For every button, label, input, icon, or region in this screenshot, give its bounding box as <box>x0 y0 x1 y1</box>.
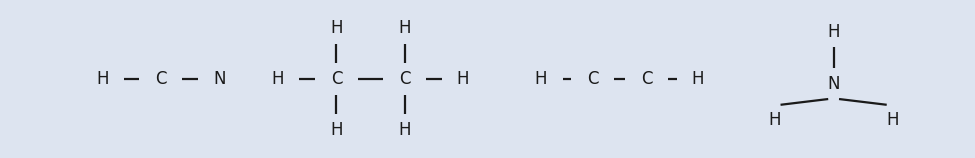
Text: H: H <box>769 111 781 129</box>
Text: H: H <box>331 19 342 37</box>
Text: H: H <box>535 70 547 88</box>
Text: C: C <box>331 70 342 88</box>
Text: H: H <box>886 111 898 129</box>
Text: H: H <box>692 70 704 88</box>
Text: N: N <box>828 75 839 93</box>
Text: C: C <box>641 70 652 88</box>
Text: H: H <box>272 70 284 88</box>
Text: C: C <box>587 70 599 88</box>
Text: H: H <box>97 70 108 88</box>
Text: N: N <box>214 70 225 88</box>
Text: C: C <box>399 70 410 88</box>
Text: C: C <box>155 70 167 88</box>
Text: H: H <box>457 70 469 88</box>
Text: H: H <box>331 121 342 139</box>
Text: H: H <box>399 19 410 37</box>
Text: H: H <box>828 23 839 41</box>
Text: H: H <box>399 121 410 139</box>
